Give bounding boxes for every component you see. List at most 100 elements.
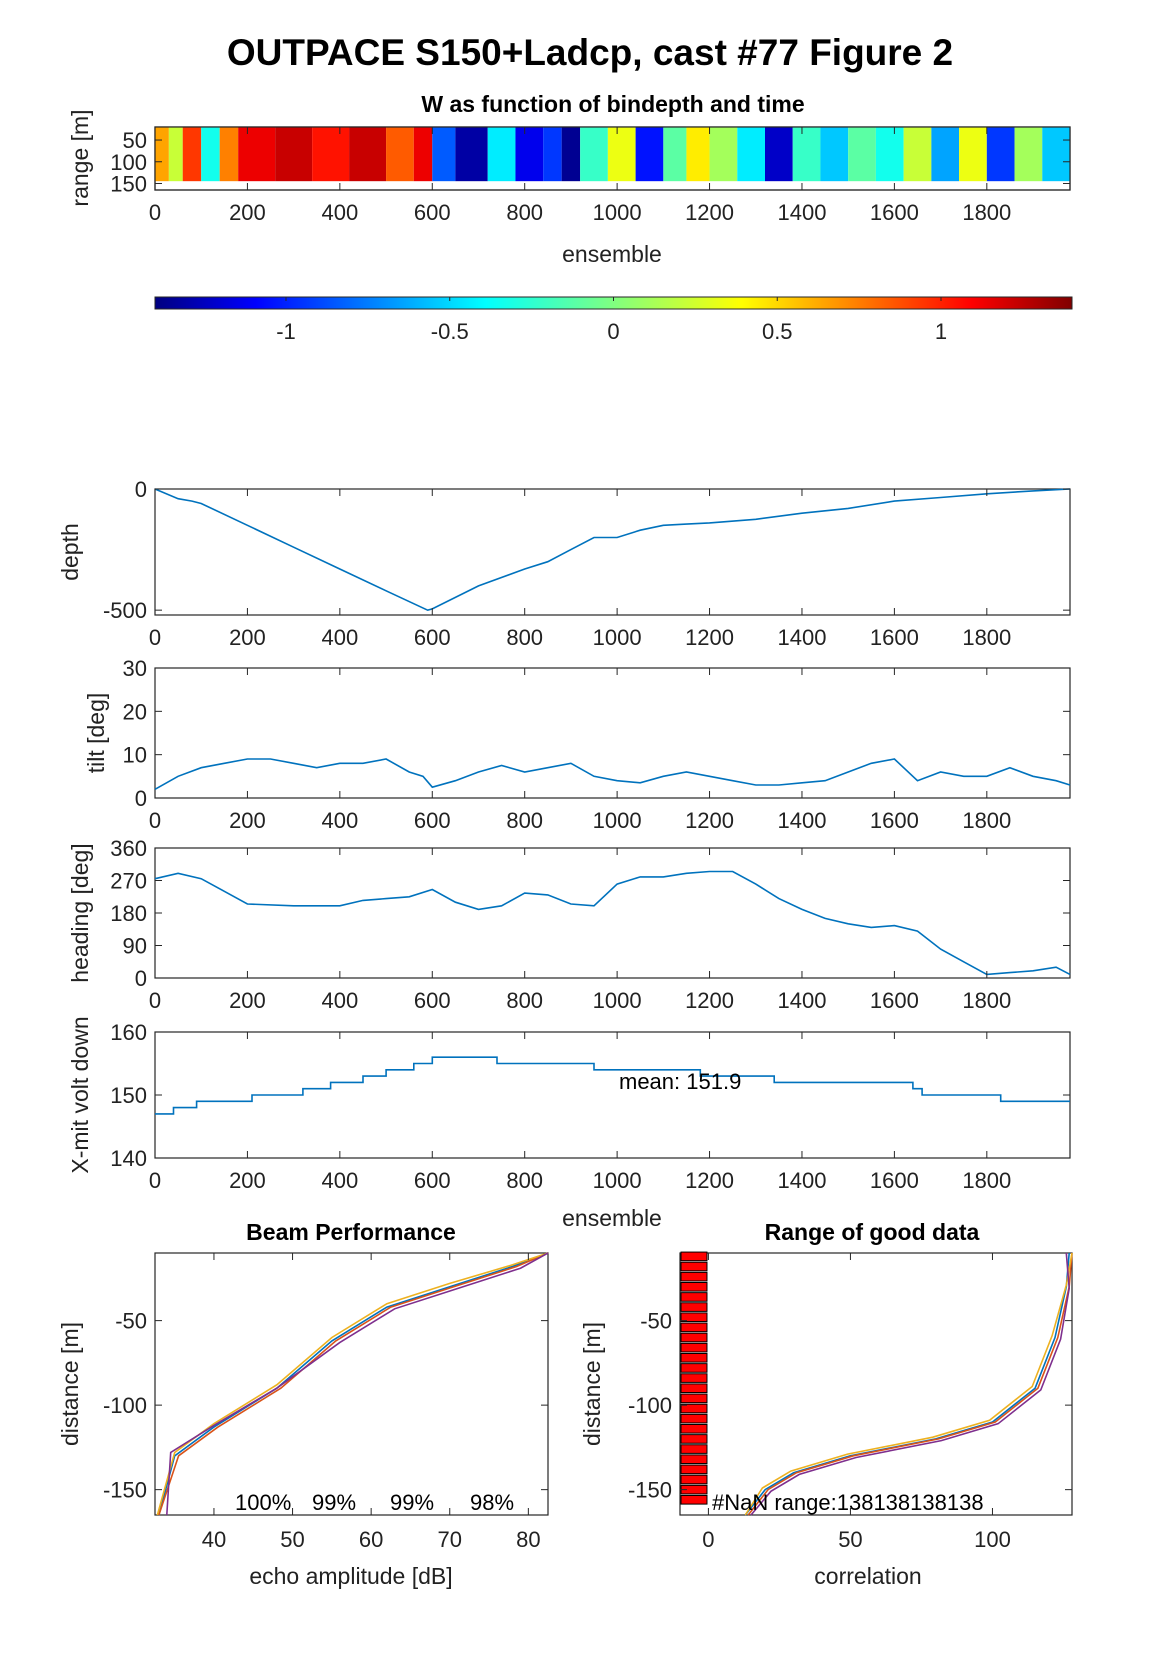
heading-ytick-label-0: 0 <box>135 966 147 991</box>
w-image-xtick-label-0: 0 <box>149 200 161 225</box>
xmit-line <box>155 1056 1070 1115</box>
beam-ytick-label-1: -100 <box>103 1393 147 1418</box>
depth-xtick-label-8: 1600 <box>870 625 919 650</box>
depth-xtick-label-4: 800 <box>506 625 543 650</box>
range-bar-4 <box>680 1292 708 1302</box>
heading-xtick-label-1: 200 <box>229 988 266 1013</box>
beam-title: Beam Performance <box>246 1219 456 1245</box>
depth-xtick-label-7: 1400 <box>777 625 826 650</box>
beam-xlabel: echo amplitude [dB] <box>249 1563 452 1589</box>
heading-xtick-label-5: 1000 <box>593 988 642 1013</box>
heading-ytick-label-4: 360 <box>110 836 147 861</box>
w-image-title: W as function of bindepth and time <box>421 91 804 117</box>
beam-xtick-label-0: 40 <box>202 1527 226 1552</box>
tilt-ytick-label-1: 10 <box>123 743 147 768</box>
w-image-cell-31 <box>959 127 987 182</box>
range-bar-12 <box>680 1373 708 1383</box>
depth-yticks: 0 -500 <box>103 477 1070 623</box>
w-image-xtick-label-3: 600 <box>414 200 451 225</box>
tilt-ylabel: tilt [deg] <box>83 693 109 774</box>
w-image-ytick-label-1: 100 <box>110 150 147 175</box>
range-series-2 <box>747 1252 1073 1516</box>
depth-xtick-label-9: 1800 <box>962 625 1011 650</box>
w-image-cell-34 <box>1042 127 1070 182</box>
depth-ytick-label-1: -500 <box>103 598 147 623</box>
beam-lines <box>156 1252 549 1516</box>
xmit-xtick-label-5: 1000 <box>593 1168 642 1193</box>
range-bar-15 <box>680 1403 708 1414</box>
beam-pct-3: 99% <box>390 1490 434 1515</box>
xmit-xtick-label-8: 1600 <box>870 1168 919 1193</box>
w-image-cell-19 <box>635 127 664 182</box>
range-series-4 <box>750 1252 1071 1516</box>
xmit-xtick-label-9: 1800 <box>962 1168 1011 1193</box>
heading-ytick-label-3: 270 <box>110 869 147 894</box>
xmit-yticks: 140 150 160 <box>110 1020 1070 1171</box>
depth-xtick-label-5: 1000 <box>593 625 642 650</box>
w-image-xtick-label-8: 1600 <box>870 200 919 225</box>
range-xticks: 0 50 100 <box>702 1253 1011 1552</box>
beam-pct-1: 100% <box>235 1490 291 1515</box>
colorbar-tick-label-3: 0.5 <box>762 319 793 344</box>
depth-xtick-label-6: 1200 <box>685 625 734 650</box>
w-image-cell-29 <box>903 127 932 182</box>
w-image-xtick-label-4: 800 <box>506 200 543 225</box>
range-xlabel: correlation <box>814 1563 921 1589</box>
range-bar-11 <box>680 1363 708 1373</box>
w-image-cell-21 <box>686 127 710 182</box>
beam-series-1 <box>158 1252 549 1516</box>
beam-yticks: -50 -100 -150 <box>103 1309 548 1503</box>
w-image-cells <box>155 127 1070 182</box>
heading-panel: 0 200 400 600 800 1000 1200 1400 1600 1800 0 90 180… <box>67 836 1071 1013</box>
w-image-cell-26 <box>820 127 849 182</box>
xmit-mean-annotation: mean: 151.9 <box>619 1069 741 1094</box>
heading-xtick-label-4: 800 <box>506 988 543 1013</box>
range-bar-13 <box>680 1383 708 1394</box>
range-ytick-label-1: -100 <box>628 1393 672 1418</box>
w-image-ytick-label-2: 150 <box>110 171 147 196</box>
colorbar-tick-label-2: 0 <box>607 319 619 344</box>
range-bar-8 <box>680 1332 708 1343</box>
range-bar-16 <box>680 1413 708 1424</box>
tilt-frame <box>154 667 1071 799</box>
tilt-xtick-label-8: 1600 <box>870 808 919 833</box>
tilt-line <box>154 758 1071 790</box>
range-bar-9 <box>680 1342 708 1353</box>
colorbar-ticks: -1 -0.5 0 0.5 1 <box>276 297 947 344</box>
w-image-cell-7 <box>312 127 350 182</box>
heading-xtick-label-3: 600 <box>414 988 451 1013</box>
range-xtick-label-1: 50 <box>838 1527 862 1552</box>
depth-ytick-label-0: 0 <box>135 477 147 502</box>
tilt-ytick-label-0: 0 <box>135 786 147 811</box>
range-ytick-label-2: -150 <box>628 1478 672 1503</box>
range-panel: Range of good data 0 50 100 -50 -100 -150 #N… <box>579 1219 1073 1589</box>
range-bar-6 <box>680 1312 708 1323</box>
tilt-xtick-label-5: 1000 <box>593 808 642 833</box>
depth-frame <box>154 488 1071 616</box>
xmit-panel: 0 200 400 600 800 1000 1200 1400 1600 1800 140 150… <box>67 1016 1071 1231</box>
range-xtick-label-2: 100 <box>974 1527 1011 1552</box>
beam-panel: Beam Performance 40 50 60 70 80 -50-100-150 … <box>57 1219 549 1589</box>
heading-ytick-label-2: 180 <box>110 901 147 926</box>
xmit-xlabel: ensemble <box>562 1205 662 1231</box>
range-ylabel: distance [m] <box>579 1322 605 1446</box>
w-image-xtick-label-7: 1400 <box>777 200 826 225</box>
w-image-xtick-label-6: 1200 <box>685 200 734 225</box>
figure-title: OUTPACE S150+Ladcp, cast #77 Figure 2 <box>227 32 953 73</box>
beam-pct-2: 99% <box>312 1490 356 1515</box>
depth-line <box>154 488 1071 612</box>
range-bar-7 <box>680 1322 708 1333</box>
w-image-cell-2 <box>182 127 202 182</box>
w-image-cell-0 <box>155 127 169 182</box>
w-image-border <box>154 126 1071 191</box>
w-image-ylabel: range [m] <box>67 109 93 206</box>
depth-xtick-label-2: 400 <box>321 625 358 650</box>
xmit-ytick-label-0: 140 <box>110 1146 147 1171</box>
w-image-xtick-label-1: 200 <box>229 200 266 225</box>
tilt-xtick-label-9: 1800 <box>962 808 1011 833</box>
xmit-xticks: 0 200 400 600 800 1000 1200 1400 1600 1800 <box>149 1032 1011 1193</box>
range-bars <box>680 1251 708 1505</box>
range-bar-21 <box>680 1464 708 1475</box>
w-image-cell-13 <box>487 127 516 182</box>
range-bar-14 <box>680 1393 708 1404</box>
